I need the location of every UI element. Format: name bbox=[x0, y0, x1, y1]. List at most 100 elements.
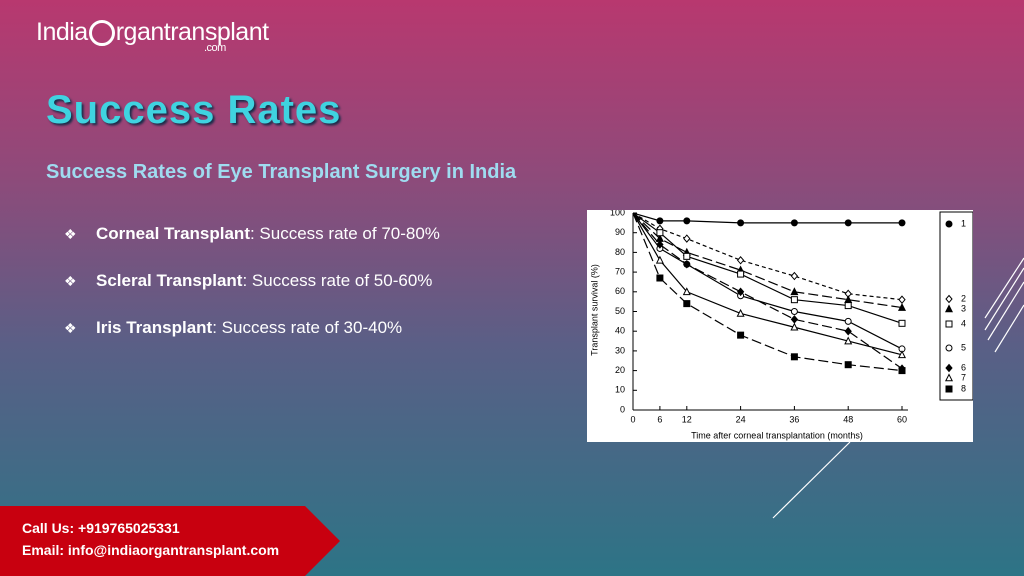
deco-line bbox=[984, 257, 1024, 319]
marker bbox=[897, 350, 907, 359]
marker bbox=[844, 317, 852, 325]
marker bbox=[683, 234, 691, 243]
marker bbox=[898, 219, 906, 227]
legend-label: 4 bbox=[961, 318, 966, 328]
marker bbox=[736, 308, 745, 317]
bullet: ❖ Iris Transplant: Success rate of 30-40% bbox=[64, 316, 464, 340]
bullet-text: : Success rate of 50-60% bbox=[242, 271, 433, 290]
marker bbox=[790, 308, 798, 315]
marker bbox=[945, 385, 953, 393]
marker bbox=[790, 353, 798, 361]
y-tick-label: 50 bbox=[615, 306, 625, 316]
marker bbox=[656, 217, 664, 225]
marker bbox=[898, 319, 906, 327]
x-tick-label: 12 bbox=[682, 414, 692, 424]
y-tick-label: 30 bbox=[615, 345, 625, 355]
bullet: ❖ Scleral Transplant: Success rate of 50-… bbox=[64, 269, 464, 293]
x-tick-label: 48 bbox=[843, 414, 853, 424]
marker bbox=[656, 240, 664, 249]
marker bbox=[656, 274, 664, 282]
legend-label: 7 bbox=[961, 372, 966, 382]
title: Success Rates bbox=[46, 88, 342, 132]
bullet-icon: ❖ bbox=[64, 273, 77, 289]
chart-background bbox=[587, 210, 973, 442]
y-tick-label: 80 bbox=[615, 247, 625, 257]
email: Email: info@indiaorgantransplant.com bbox=[22, 542, 280, 558]
marker bbox=[898, 367, 906, 375]
marker bbox=[945, 363, 953, 373]
legend-label: 1 bbox=[961, 218, 966, 228]
y-tick-label: 100 bbox=[610, 210, 625, 217]
deco-line bbox=[994, 304, 1024, 353]
marker bbox=[683, 217, 691, 225]
marker bbox=[945, 344, 953, 352]
marker bbox=[944, 373, 954, 382]
x-tick-label: 6 bbox=[657, 414, 662, 424]
legend-label: 3 bbox=[961, 303, 966, 313]
deco-line bbox=[987, 281, 1024, 341]
marker bbox=[844, 361, 852, 369]
marker bbox=[945, 220, 953, 228]
y-tick-label: 0 bbox=[620, 404, 625, 414]
y-tick-label: 20 bbox=[615, 365, 625, 375]
marker bbox=[656, 229, 664, 237]
logo-icon bbox=[88, 19, 115, 46]
logo-text: India bbox=[36, 18, 88, 46]
marker bbox=[737, 270, 745, 278]
marker bbox=[737, 331, 745, 339]
bullet-text: : Success rate of 70-80% bbox=[249, 224, 440, 243]
marker bbox=[790, 271, 799, 281]
logo-domain: .com bbox=[204, 42, 226, 54]
marker bbox=[944, 304, 954, 313]
marker bbox=[655, 255, 664, 264]
marker bbox=[897, 302, 907, 311]
marker bbox=[790, 219, 798, 227]
y-tick-label: 70 bbox=[615, 266, 625, 276]
bullet-label: Iris Transplant bbox=[96, 318, 213, 337]
marker bbox=[844, 219, 852, 227]
bullet-icon: ❖ bbox=[64, 226, 77, 242]
y-tick-label: 60 bbox=[615, 286, 625, 296]
marker bbox=[844, 326, 852, 336]
bullet-label: Corneal Transplant bbox=[96, 224, 250, 243]
legend-box bbox=[939, 211, 973, 401]
bullet-text: : Success rate of 30-40% bbox=[212, 318, 403, 337]
marker bbox=[790, 322, 799, 331]
deco-line bbox=[984, 267, 1024, 331]
marker bbox=[736, 287, 745, 297]
marker bbox=[682, 287, 691, 296]
marker bbox=[736, 256, 745, 265]
y-tick-label: 40 bbox=[615, 326, 625, 336]
subtitle: Success Rates of Eye Transplant Surgery … bbox=[46, 161, 517, 183]
legend-label: 6 bbox=[961, 362, 966, 372]
marker bbox=[844, 336, 853, 345]
contact: Call Us: +919765025331 Email: info@india… bbox=[22, 517, 279, 561]
legend-label: 8 bbox=[961, 383, 966, 393]
marker bbox=[683, 259, 691, 269]
y-tick-label: 90 bbox=[615, 227, 625, 237]
y-axis-label: Transplant survival (%) bbox=[589, 264, 599, 356]
marker bbox=[790, 287, 799, 296]
logo-text: rgantransplant bbox=[115, 18, 269, 46]
bullet-icon: ❖ bbox=[64, 320, 77, 336]
logo: India rgantransplant .com bbox=[36, 18, 269, 54]
deco-line bbox=[772, 441, 851, 519]
x-tick-label: 36 bbox=[789, 414, 799, 424]
marker bbox=[844, 302, 852, 310]
marker bbox=[683, 252, 691, 260]
x-tick-label: 60 bbox=[897, 414, 907, 424]
x-tick-label: 0 bbox=[630, 414, 635, 424]
marker bbox=[790, 296, 798, 304]
bullet-list: ❖ Corneal Transplant: Success rate of 70-… bbox=[64, 222, 464, 363]
marker bbox=[945, 320, 953, 328]
phone: Call Us: +919765025331 bbox=[22, 520, 180, 536]
bullet: ❖ Corneal Transplant: Success rate of 70-… bbox=[64, 222, 464, 246]
marker bbox=[683, 300, 691, 308]
legend-label: 5 bbox=[961, 342, 966, 352]
contact-banner bbox=[0, 506, 340, 576]
chart: Time after corneal transplantation (mont… bbox=[587, 210, 973, 442]
x-axis-label: Time after corneal transplantation (mont… bbox=[691, 430, 863, 440]
y-tick-label: 10 bbox=[615, 385, 625, 395]
x-tick-label: 24 bbox=[736, 414, 746, 424]
